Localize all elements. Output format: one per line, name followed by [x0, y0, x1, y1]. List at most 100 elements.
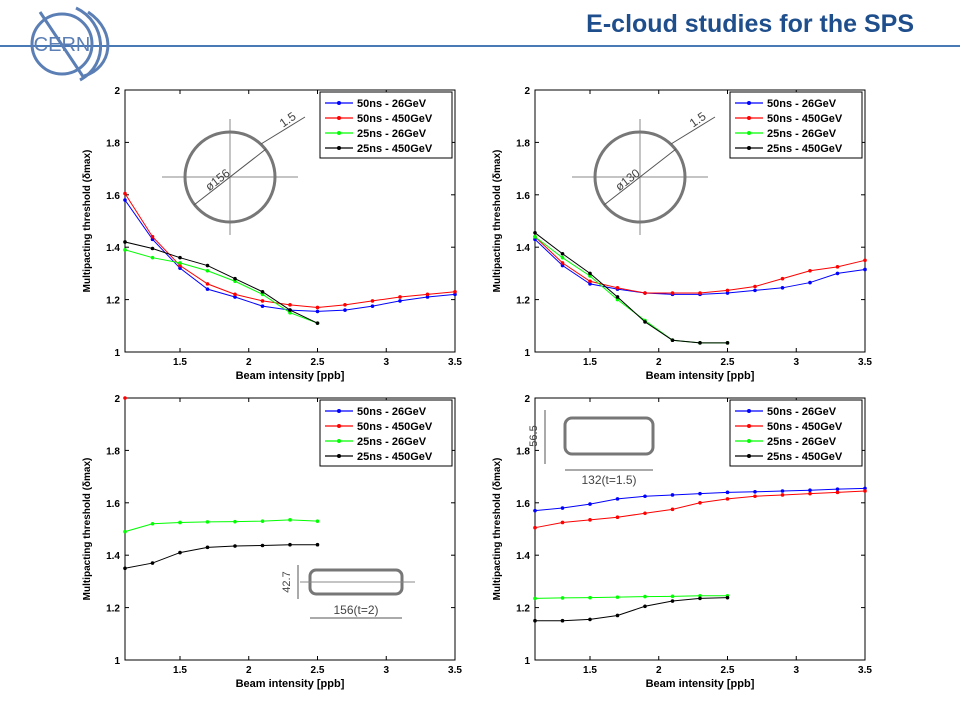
- data-point: [588, 617, 592, 622]
- data-point: [725, 497, 730, 501]
- data-point: [643, 494, 647, 499]
- data-point: [670, 493, 675, 497]
- chart-panel-3: 1.5 2 2.5 3 3.5 1 1.2 1.4 1.6 1.8 2 Beam intensity …: [82, 394, 462, 690]
- y-axis-label: Multipacting threshold (δmax): [82, 458, 93, 601]
- data-point: [725, 595, 730, 600]
- diagram-diameter-line: [193, 148, 267, 206]
- legend-entry: 25ns - 450GeV: [767, 451, 843, 463]
- cross-section-diagram: 42.7 156(t=2): [281, 565, 415, 619]
- data-point: [233, 279, 237, 284]
- diagram-width-label: 156(t=2): [333, 603, 378, 617]
- legend-marker: [747, 454, 751, 458]
- data-point: [425, 292, 430, 297]
- data-point: [233, 519, 237, 524]
- legend-marker: [747, 409, 751, 413]
- legend-entry: 25ns - 26GeV: [357, 128, 427, 140]
- legend-entry: 50ns - 450GeV: [357, 113, 433, 125]
- y-tick-label: 1.2: [516, 604, 530, 615]
- x-tick-label: 3: [383, 357, 389, 368]
- data-point: [863, 489, 867, 493]
- data-point: [615, 286, 620, 290]
- data-point: [725, 341, 730, 345]
- legend-entry: 50ns - 450GeV: [767, 421, 843, 433]
- data-point: [560, 263, 565, 268]
- cross-section-diagram: 56.5 132(t=1.5): [528, 410, 655, 487]
- data-point: [615, 515, 620, 520]
- series-line-3: [534, 595, 728, 599]
- series-line-4: [535, 597, 728, 622]
- y-tick-label: 1.8: [106, 446, 120, 457]
- data-point: [588, 502, 592, 506]
- data-point: [178, 261, 182, 265]
- data-point: [233, 292, 237, 297]
- legend-entry: 50ns - 26GeV: [767, 98, 837, 110]
- y-tick-label: 1.4: [516, 243, 530, 254]
- y-tick-label: 1.8: [516, 446, 530, 457]
- data-point: [615, 595, 620, 599]
- y-axis-label: Multipacting threshold (δmax): [492, 458, 503, 601]
- data-point: [260, 519, 265, 523]
- legend-entry: 25ns - 450GeV: [357, 143, 433, 155]
- chart-panel-2: 1.5 2 2.5 3 3.5 1 1.2 1.4 1.6 1.8 2 Beam intensity …: [492, 86, 872, 382]
- legend-marker: [337, 439, 341, 443]
- y-tick-label: 1.4: [516, 551, 530, 562]
- data-point: [780, 489, 785, 493]
- series-line-4: [124, 241, 318, 324]
- data-point: [425, 295, 430, 299]
- x-tick-label: 3.5: [448, 665, 462, 676]
- legend-entry: 25ns - 26GeV: [767, 436, 837, 448]
- data-point: [808, 488, 812, 493]
- y-tick-label: 1.2: [106, 296, 120, 307]
- data-point: [205, 287, 210, 291]
- data-point: [560, 520, 565, 525]
- legend: 50ns - 26GeV 50ns - 450GeV 25ns - 26GeV 25n…: [729, 91, 863, 159]
- legend-marker: [747, 146, 751, 150]
- data-point: [835, 271, 840, 276]
- data-point: [698, 501, 702, 505]
- data-point: [615, 497, 620, 501]
- data-point: [808, 280, 812, 285]
- data-point: [670, 338, 675, 343]
- legend-marker: [337, 101, 341, 105]
- data-point: [863, 267, 867, 272]
- data-point: [453, 289, 457, 294]
- data-point: [150, 237, 155, 242]
- data-point: [315, 305, 320, 310]
- data-point: [260, 292, 265, 297]
- data-point: [643, 511, 647, 516]
- x-tick-label: 2.5: [311, 357, 325, 368]
- x-tick-label: 2: [246, 665, 252, 676]
- x-tick-label: 2.5: [721, 357, 735, 368]
- data-point: [150, 246, 155, 251]
- data-point: [588, 271, 592, 276]
- data-point: [123, 529, 127, 534]
- legend-marker: [747, 439, 751, 443]
- y-tick-label: 2: [524, 86, 530, 97]
- data-point: [178, 263, 182, 268]
- x-tick-label: 3: [793, 357, 799, 368]
- data-point: [698, 291, 702, 295]
- y-tick-label: 1.6: [516, 499, 530, 510]
- legend-entry: 50ns - 26GeV: [767, 406, 837, 418]
- x-tick-label: 3.5: [858, 665, 872, 676]
- diagram-height-label: 42.7: [281, 571, 293, 592]
- data-point: [725, 291, 730, 295]
- data-point: [698, 594, 702, 598]
- y-tick-label: 1.8: [516, 138, 530, 149]
- legend-entry: 50ns - 26GeV: [357, 406, 427, 418]
- y-tick-label: 2: [524, 394, 530, 405]
- x-tick-label: 1.5: [173, 665, 187, 676]
- diagram-height-label: 56.5: [528, 425, 540, 446]
- data-point: [233, 295, 237, 299]
- x-axis-label: Beam intensity [ppb]: [236, 370, 345, 382]
- diagram-rect: [563, 416, 655, 456]
- data-point: [533, 230, 537, 235]
- chart-panel-1: 1.5 2 2.5 3 3.5 1 1.2 1.4 1.6 1.8 2 Beam intensity …: [82, 86, 462, 382]
- data-point: [370, 304, 375, 308]
- data-point: [288, 308, 292, 312]
- data-point: [643, 604, 647, 609]
- x-axis-label: Beam intensity [ppb]: [646, 370, 755, 382]
- y-tick-label: 1.2: [106, 604, 120, 615]
- data-point: [260, 289, 265, 294]
- data-point: [205, 520, 210, 524]
